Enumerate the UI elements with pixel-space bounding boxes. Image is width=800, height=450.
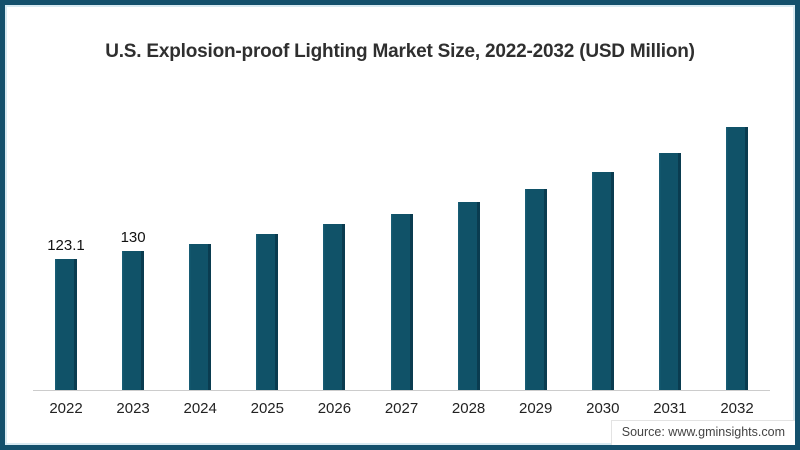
bar-2022 [55, 259, 77, 390]
bar-value-label-2023: 130 [120, 229, 146, 246]
bar-value-label-2022: 123.1 [47, 237, 85, 254]
x-tick-label-2026: 2026 [317, 400, 352, 417]
bar-2029 [524, 189, 547, 390]
bar-2023 [122, 251, 145, 390]
x-tick-label-2025: 2025 [250, 400, 284, 417]
x-tick-label-2023: 2023 [116, 400, 150, 417]
x-tick-label-2027: 2027 [384, 400, 419, 417]
bar-2024 [189, 244, 212, 390]
x-tick-label-2028: 2028 [451, 400, 486, 417]
bar-2026 [323, 224, 346, 390]
x-tick-label-2031: 2031 [653, 400, 687, 417]
plot-area: 2022 123.1 2023 130 2024 2025 2026 2027 2028 2029… [5, 5, 795, 445]
x-tick-label-2024: 2024 [183, 400, 217, 417]
chart-title: U.S. Explosion-proof Lighting Market Siz… [105, 41, 695, 62]
x-axis-line [33, 390, 770, 391]
bar-2031 [658, 153, 681, 390]
x-tick-label-2022: 2022 [49, 400, 83, 417]
bar-2027 [390, 214, 413, 390]
x-tick-label-2029: 2029 [519, 400, 553, 417]
bar-2030 [591, 172, 614, 390]
bar-2028 [457, 202, 480, 390]
x-tick-label-2030: 2030 [586, 400, 620, 417]
bar-2032 [726, 127, 748, 390]
x-tick-label-2032: 2032 [720, 400, 754, 417]
bar-2025 [256, 234, 279, 390]
source-attribution: Source: www.gminsights.com [610, 420, 795, 445]
